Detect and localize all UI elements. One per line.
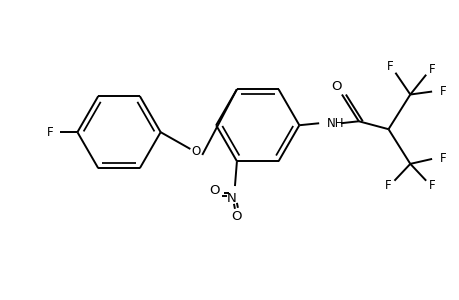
Text: F: F	[439, 152, 446, 165]
Text: F: F	[428, 179, 435, 192]
Text: F: F	[47, 126, 54, 139]
Text: F: F	[428, 63, 435, 76]
Text: NH: NH	[326, 117, 344, 130]
Text: O: O	[208, 184, 219, 197]
Text: F: F	[439, 85, 446, 98]
Text: O: O	[191, 146, 201, 158]
Text: F: F	[386, 60, 393, 73]
Text: N: N	[227, 192, 236, 206]
Text: O: O	[331, 80, 341, 93]
Text: F: F	[384, 179, 391, 192]
Text: O: O	[231, 210, 241, 223]
